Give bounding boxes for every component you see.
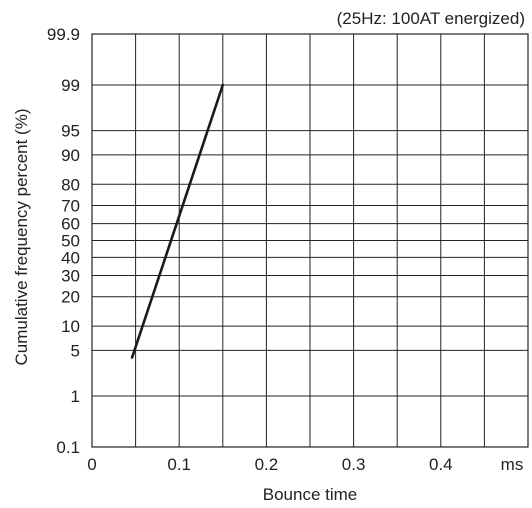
y-tick-label: 80 <box>61 175 80 194</box>
x-tick-label: 0 <box>87 455 96 474</box>
x-tick-label: 0.4 <box>429 455 453 474</box>
y-tick-label: 40 <box>61 248 80 267</box>
y-tick-label: 95 <box>61 122 80 141</box>
x-axis-title: Bounce time <box>263 485 358 504</box>
y-tick-label: 10 <box>61 317 80 336</box>
x-tick-label: 0.3 <box>342 455 366 474</box>
x-tick-label: 0.2 <box>255 455 279 474</box>
x-tick-label: 0.1 <box>167 455 191 474</box>
annotation-text: (25Hz: 100AT energized) <box>337 9 525 28</box>
y-tick-label: 20 <box>61 288 80 307</box>
series-line <box>130 83 225 359</box>
y-tick-label: 90 <box>61 146 80 165</box>
y-tick-label: 0.1 <box>56 438 80 457</box>
y-tick-label: 99 <box>61 76 80 95</box>
y-axis-title: Cumulative frequency percent (%) <box>12 108 31 365</box>
grid-lines <box>91 33 529 448</box>
series-layer <box>130 83 225 359</box>
y-tick-label: 30 <box>61 267 80 286</box>
y-tick-label: 5 <box>71 341 80 360</box>
y-tick-label: 99.9 <box>47 25 80 44</box>
y-tick-label: 70 <box>61 196 80 215</box>
x-unit-label: ms <box>501 455 524 474</box>
y-tick-label: 1 <box>71 387 80 406</box>
y-tick-label: 60 <box>61 215 80 234</box>
y-tick-label: 50 <box>61 232 80 251</box>
